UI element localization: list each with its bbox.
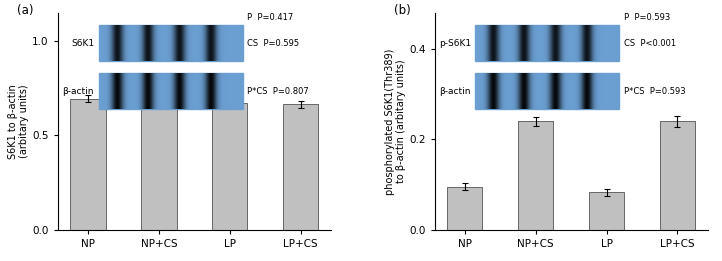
Text: (b): (b) — [393, 4, 410, 17]
Bar — [588, 192, 625, 230]
Y-axis label: phosphorylated S6K1(Thr389)
to β-actin (arbitary units): phosphorylated S6K1(Thr389) to β-actin (… — [385, 48, 406, 194]
Bar — [447, 187, 482, 230]
Bar — [70, 99, 105, 230]
Bar — [212, 103, 248, 230]
Bar — [141, 102, 177, 230]
Bar — [660, 121, 695, 230]
Bar — [283, 104, 318, 230]
Text: (a): (a) — [17, 4, 33, 17]
Y-axis label: S6K1 to β-actin
(arbitary units): S6K1 to β-actin (arbitary units) — [8, 84, 30, 159]
Bar — [518, 121, 553, 230]
